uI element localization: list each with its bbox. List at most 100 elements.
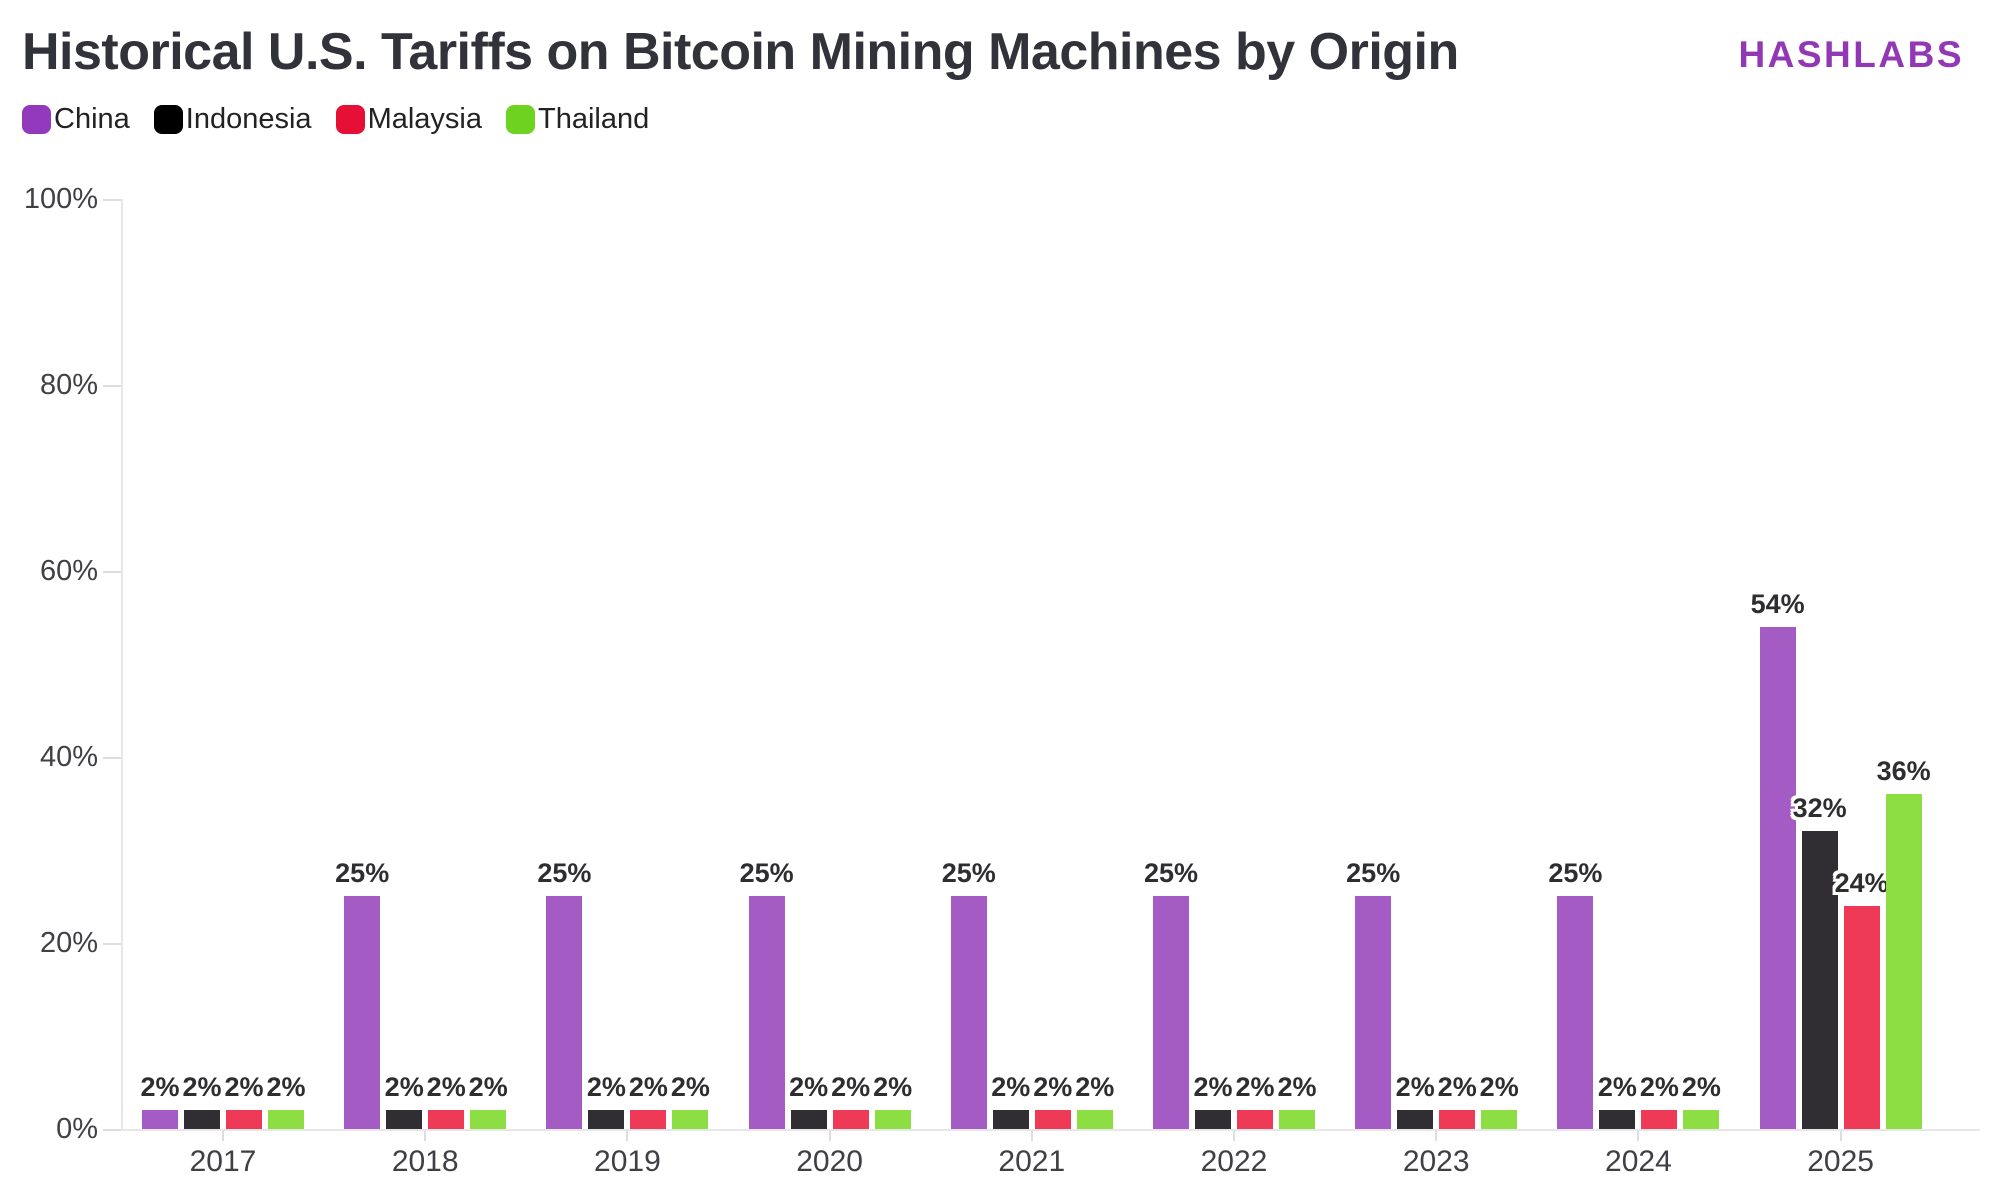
legend-label: China xyxy=(54,103,130,136)
bar-malaysia-2022[interactable]: 2% xyxy=(1235,1072,1275,1129)
x-axis-label-2024: 2024 xyxy=(1605,1145,1672,1178)
x-axis-label-2025: 2025 xyxy=(1807,1145,1874,1178)
bar-value-label: 2% xyxy=(1479,1072,1519,1102)
bar-china-2022[interactable]: 25% xyxy=(1144,858,1198,1129)
legend-item-malaysia[interactable]: Malaysia xyxy=(335,103,482,136)
y-axis-tick xyxy=(103,199,121,201)
bar-group-2018: 25% 2% 2% 2% xyxy=(335,199,508,1129)
bar-value-label: 2% xyxy=(1681,1072,1721,1102)
legend-swatch-china xyxy=(22,105,51,135)
x-axis-tick xyxy=(828,1131,831,1141)
x-axis-tick xyxy=(1030,1131,1033,1141)
bar-china-2020[interactable]: 25% xyxy=(740,858,794,1129)
bar-value-label: 36% xyxy=(1876,756,1931,786)
legend-item-china[interactable]: China xyxy=(22,103,130,136)
bar-group-2024: 25% 2% 2% 2% xyxy=(1548,199,1721,1129)
x-axis-tick xyxy=(1637,1131,1640,1141)
bar-value-label: 2% xyxy=(266,1072,306,1102)
bar-value-label: 2% xyxy=(1437,1072,1477,1102)
bar-china-2017[interactable]: 2% xyxy=(140,1072,180,1129)
legend-item-thailand[interactable]: Thailand xyxy=(506,103,649,136)
bar-thailand-2022[interactable]: 2% xyxy=(1277,1072,1317,1129)
bar-group-2025: 54% 32% 24% 36% xyxy=(1751,199,1931,1129)
bar-china-2024[interactable]: 25% xyxy=(1548,858,1602,1129)
bar-thailand-2020[interactable]: 2% xyxy=(873,1072,912,1129)
bar-group-2022: 25% 2% 2% 2% xyxy=(1144,199,1317,1129)
bar-indonesia-2021[interactable]: 2% xyxy=(991,1072,1030,1129)
bar-china-2023[interactable]: 25% xyxy=(1346,858,1400,1129)
y-axis-tick-label: 100% xyxy=(23,183,98,215)
y-axis-tick xyxy=(103,943,121,945)
bar-china-2025[interactable]: 54% xyxy=(1751,589,1805,1129)
bar-indonesia-2019[interactable]: 2% xyxy=(587,1072,626,1129)
bar-thailand-2025[interactable]: 36% xyxy=(1877,756,1931,1129)
y-axis-tick xyxy=(103,1129,121,1131)
bar-thailand-2018[interactable]: 2% xyxy=(469,1072,508,1129)
y-axis-line xyxy=(121,199,123,1131)
bar-thailand-2024[interactable]: 2% xyxy=(1682,1072,1721,1129)
bar-thailand-2023[interactable]: 2% xyxy=(1480,1072,1519,1129)
y-axis-tick xyxy=(103,385,121,387)
bar-value-label: 25% xyxy=(537,858,592,888)
bar-value-label: 2% xyxy=(1075,1072,1115,1102)
bar-indonesia-2022[interactable]: 2% xyxy=(1193,1072,1233,1129)
bar-value-label: 2% xyxy=(426,1072,466,1102)
bar-malaysia-2018[interactable]: 2% xyxy=(427,1072,466,1129)
bar-malaysia-2024[interactable]: 2% xyxy=(1640,1072,1679,1129)
bar-indonesia-2023[interactable]: 2% xyxy=(1396,1072,1435,1129)
legend-label: Indonesia xyxy=(185,103,312,136)
legend-swatch-indonesia xyxy=(153,105,183,135)
legend: China Indonesia Malaysia Thailand xyxy=(22,103,2000,136)
bar-china-2019[interactable]: 25% xyxy=(537,858,591,1129)
bar-value-label: 2% xyxy=(789,1072,829,1102)
bar-value-label: 25% xyxy=(1143,858,1199,888)
x-axis-label-2023: 2023 xyxy=(1402,1145,1470,1178)
bar-group-2021: 25% 2% 2% 2% xyxy=(942,199,1114,1129)
bar-value-label: 2% xyxy=(182,1072,222,1102)
bar-indonesia-2024[interactable]: 2% xyxy=(1598,1072,1637,1129)
brand-logo: HASHLABS xyxy=(1738,34,1964,75)
y-axis-tick xyxy=(103,757,121,759)
bar-value-label: 2% xyxy=(1395,1072,1435,1102)
bar-malaysia-2017[interactable]: 2% xyxy=(224,1072,264,1129)
bar-china-2018[interactable]: 25% xyxy=(335,858,389,1129)
x-axis-tick xyxy=(1233,1131,1235,1141)
legend-item-indonesia[interactable]: Indonesia xyxy=(153,103,312,136)
bar-malaysia-2023[interactable]: 2% xyxy=(1438,1072,1477,1129)
bar-malaysia-2025[interactable]: 24% xyxy=(1835,868,1889,1129)
bar-value-label: 2% xyxy=(670,1072,710,1102)
y-axis-tick-label: 40% xyxy=(39,741,98,773)
bar-indonesia-2025[interactable]: 32% xyxy=(1793,793,1847,1129)
bar-thailand-2017[interactable]: 2% xyxy=(266,1072,306,1129)
x-axis-tick xyxy=(1839,1131,1842,1141)
bar-china-2021[interactable]: 25% xyxy=(942,858,996,1129)
y-axis-tick-label: 20% xyxy=(39,927,98,959)
legend-swatch-thailand xyxy=(506,105,535,135)
bar-malaysia-2020[interactable]: 2% xyxy=(831,1072,870,1129)
x-axis-label-2017: 2017 xyxy=(189,1145,257,1178)
bar-malaysia-2021[interactable]: 2% xyxy=(1033,1072,1072,1129)
bar-indonesia-2018[interactable]: 2% xyxy=(385,1072,424,1129)
bar-value-label: 2% xyxy=(1639,1072,1679,1102)
bar-value-label: 2% xyxy=(1235,1072,1275,1102)
bar-malaysia-2019[interactable]: 2% xyxy=(629,1072,668,1129)
x-axis-tick xyxy=(222,1131,224,1141)
y-axis-tick xyxy=(103,571,121,573)
bar-value-label: 2% xyxy=(224,1072,264,1102)
bar-thailand-2019[interactable]: 2% xyxy=(671,1072,710,1129)
bar-value-label: 2% xyxy=(991,1072,1031,1102)
x-axis-line xyxy=(103,1129,1980,1131)
bar-group-2020: 25% 2% 2% 2% xyxy=(740,199,912,1129)
bar-value-label: 2% xyxy=(1597,1072,1637,1102)
bar-value-label: 2% xyxy=(1033,1072,1073,1102)
bar-thailand-2021[interactable]: 2% xyxy=(1075,1072,1114,1129)
bar-indonesia-2017[interactable]: 2% xyxy=(182,1072,222,1129)
x-axis-tick xyxy=(424,1131,427,1141)
bar-indonesia-2020[interactable]: 2% xyxy=(789,1072,828,1129)
bar-value-label: 2% xyxy=(628,1072,668,1102)
bar-value-label: 25% xyxy=(335,858,390,888)
bar-value-label: 24% xyxy=(1834,868,1889,898)
bar-value-label: 25% xyxy=(941,858,996,888)
header: Historical U.S. Tariffs on Bitcoin Minin… xyxy=(0,0,2000,81)
